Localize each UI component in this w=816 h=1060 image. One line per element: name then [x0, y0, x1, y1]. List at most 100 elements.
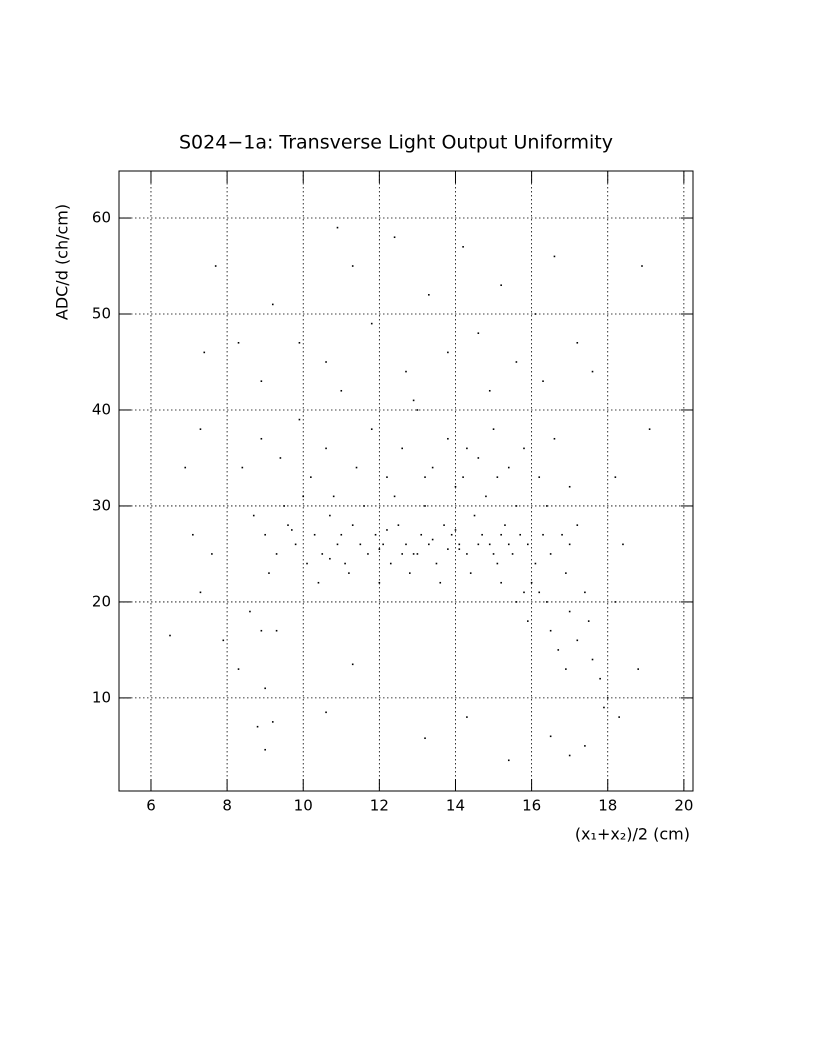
point: [504, 524, 506, 526]
point: [462, 476, 464, 478]
point: [523, 447, 525, 450]
point: [184, 466, 187, 469]
point: [332, 495, 335, 498]
point: [515, 505, 518, 507]
point: [534, 562, 537, 565]
point: [454, 485, 457, 488]
point: [241, 466, 244, 469]
point: [260, 380, 263, 382]
y-tick-label: 10: [92, 688, 111, 706]
point: [203, 351, 206, 354]
point: [317, 581, 320, 584]
point: [306, 562, 308, 565]
point: [340, 389, 343, 392]
point: [488, 389, 491, 392]
point: [549, 629, 552, 632]
point: [576, 639, 579, 642]
point: [344, 562, 346, 565]
point: [389, 562, 392, 565]
point: [587, 620, 590, 622]
point: [584, 745, 586, 747]
point: [355, 466, 358, 469]
point: [287, 524, 289, 526]
point: [477, 543, 480, 546]
point: [271, 721, 274, 723]
point: [237, 668, 240, 670]
point: [546, 601, 548, 603]
point: [271, 303, 274, 306]
point: [557, 649, 560, 651]
point: [584, 591, 586, 594]
point: [428, 543, 430, 546]
point: [527, 620, 529, 622]
point: [542, 533, 544, 536]
point: [591, 370, 594, 373]
point: [321, 553, 324, 555]
point: [199, 428, 202, 430]
point: [264, 748, 266, 751]
point: [641, 265, 643, 267]
point: [378, 548, 381, 550]
point: [648, 428, 651, 430]
point: [329, 514, 331, 517]
point: [313, 533, 316, 536]
point: [405, 543, 407, 546]
point: [409, 572, 411, 574]
point: [268, 572, 270, 574]
point: [477, 332, 480, 334]
point: [496, 562, 499, 565]
point: [576, 341, 579, 344]
point: [606, 697, 609, 699]
point: [211, 553, 213, 555]
point: [325, 361, 327, 363]
point: [310, 476, 312, 478]
point: [382, 543, 384, 546]
point: [549, 735, 552, 738]
point: [260, 437, 263, 440]
point: [336, 543, 339, 546]
point: [412, 399, 415, 402]
point: [424, 476, 426, 478]
point: [393, 495, 396, 498]
point: [614, 476, 617, 478]
point: [492, 428, 495, 430]
point: [492, 553, 495, 555]
point: [568, 485, 571, 488]
point: [469, 572, 472, 574]
x-tick-label: 18: [598, 797, 617, 815]
point: [519, 533, 521, 536]
point: [275, 553, 278, 555]
point: [565, 572, 567, 574]
point: [458, 543, 461, 546]
point: [424, 737, 426, 740]
point: [466, 716, 468, 718]
point: [462, 246, 464, 248]
point: [458, 548, 461, 550]
point: [428, 294, 430, 296]
point: [199, 591, 202, 594]
point: [553, 255, 556, 258]
point: [450, 533, 453, 536]
point: [279, 457, 282, 459]
point: [473, 514, 476, 517]
point: [192, 533, 194, 536]
point: [264, 533, 266, 536]
point: [565, 668, 567, 670]
point: [401, 447, 403, 450]
plot-frame: [118, 170, 694, 792]
point: [386, 529, 388, 531]
point: [370, 322, 373, 325]
point: [264, 687, 266, 690]
point: [599, 677, 601, 680]
point: [351, 663, 354, 666]
y-tick-label: 30: [92, 496, 111, 514]
point: [260, 629, 263, 632]
point: [374, 533, 377, 536]
point: [416, 409, 419, 411]
point: [538, 591, 541, 594]
point: [386, 476, 388, 478]
y-tick-label: 40: [92, 400, 111, 418]
point: [298, 418, 301, 421]
point: [515, 361, 518, 363]
